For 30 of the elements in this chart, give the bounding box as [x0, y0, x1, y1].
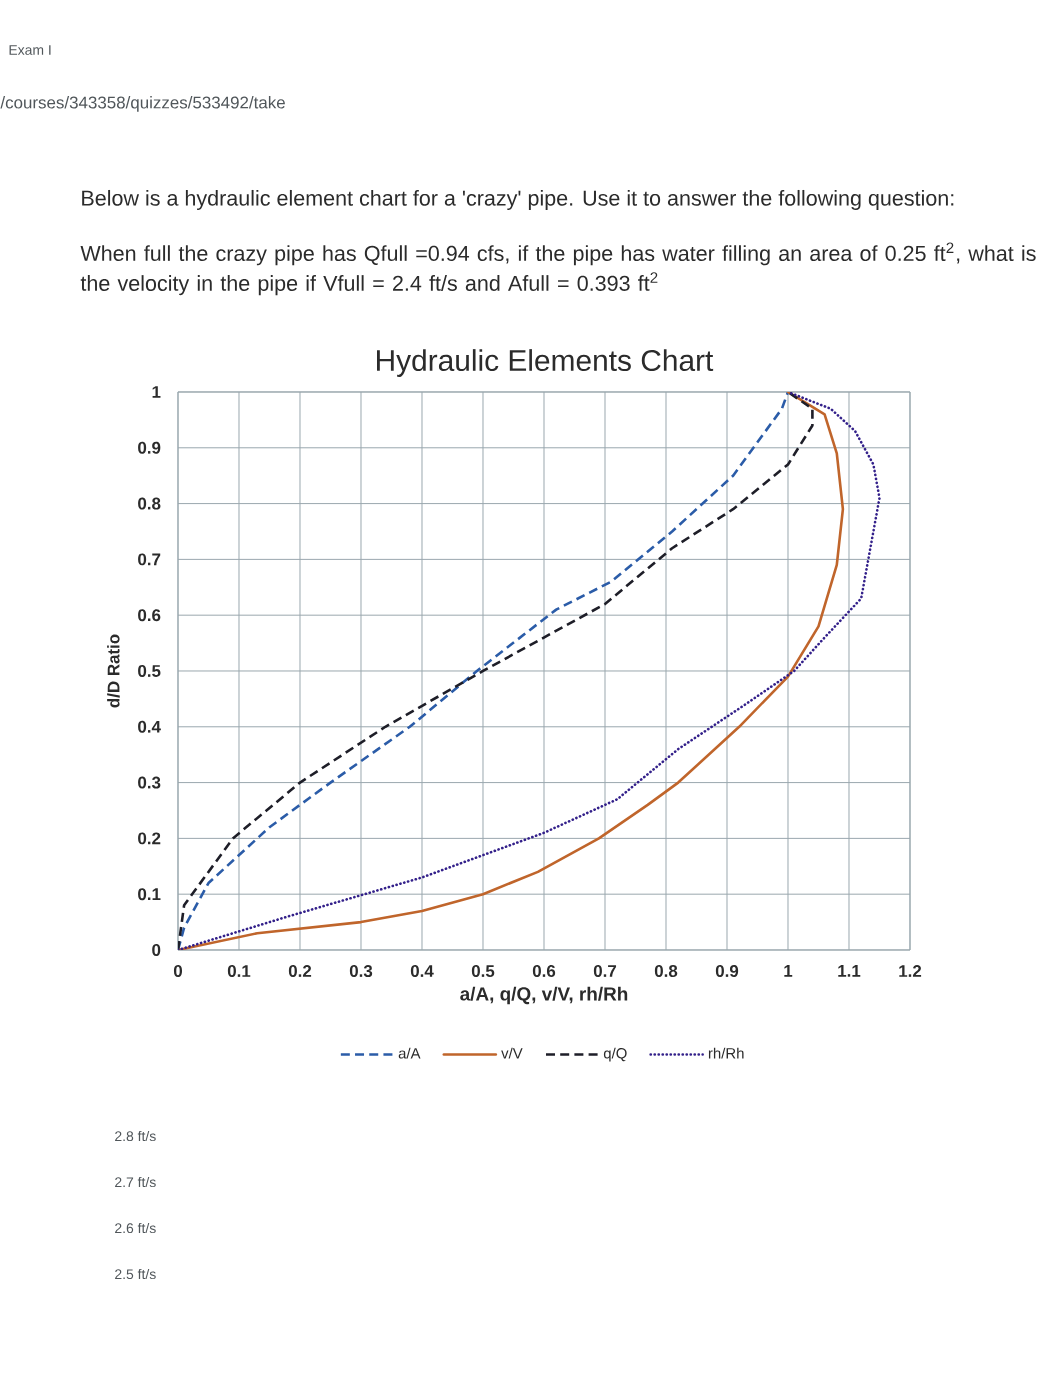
y-tick-label: 0.8	[138, 497, 161, 510]
y-tick-label: 0.9	[138, 441, 161, 454]
chart-title: Hydraulic Elements Chart	[377, 349, 714, 377]
y-tick-label: 0.2	[138, 832, 161, 845]
x-tick-label: 0.7	[593, 965, 617, 978]
x-tick-label: 1	[784, 965, 793, 977]
x-tick-label: 0.1	[227, 965, 251, 978]
x-tick-label: 0.3	[349, 965, 373, 978]
y-tick-label: 0	[152, 944, 161, 956]
y-tick-label: 0.3	[138, 776, 161, 789]
text: /courses/343358/quizzes/533492/take	[0, 96, 285, 112]
x-axis-title: a/A, q/Q, v/V, rh/Rh	[460, 986, 628, 1005]
x-tick-label: 0.4	[410, 965, 434, 978]
x-tick-label: 0.6	[532, 965, 556, 978]
y-axis-title: d/D Ratio	[107, 634, 120, 708]
x-tick-label: 0.9	[715, 965, 739, 978]
x-tick-label: 0	[173, 965, 183, 978]
x-tick-label: 0.8	[654, 965, 678, 978]
text: Below is a hydraulic element chart for a 'crazy' pipe. Use it to answer the following question:	[82, 189, 954, 211]
y-tick-label: 0.5	[138, 665, 161, 677]
y-tick-label: 0.4	[138, 720, 161, 733]
y-tick-label: 0.6	[138, 609, 161, 622]
text: When full the crazy pipe has Qfull =0.94 cfs, if the pipe has water filling an area of 0.25 ft$^{2}$, what is the velocity in the pipe if Vfull = 2.4 ft/s and Afull = 0.393 ft$^{2}$	[80, 242, 1036, 296]
x-tick-label: 1.2	[899, 965, 922, 977]
y-tick-label: 1	[152, 386, 161, 398]
y-tick-label: 0.7	[138, 553, 161, 566]
x-tick-label: 1.1	[838, 965, 861, 977]
y-tick-label: 0.1	[138, 888, 161, 901]
x-tick-label: 0.2	[288, 965, 312, 978]
x-tick-label: 0.5	[471, 965, 495, 978]
